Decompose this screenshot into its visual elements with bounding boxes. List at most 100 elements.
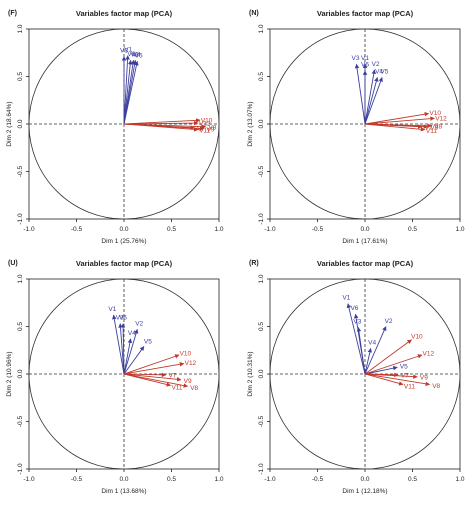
vector-arrow [364, 347, 373, 375]
vector-label: V2 [372, 61, 380, 68]
y-tick-label: 0.5 [17, 72, 24, 81]
y-tick-label: -0.5 [17, 416, 24, 428]
pca-panel: -1.0 -0.5 0.0 0.5 1.0 -1.0 -0.5 0.0 0.5 1.0 (U) Var… [6, 259, 224, 495]
x-tick-label: -0.5 [71, 226, 83, 233]
y-axis-label: Dim 2 (18.64%) [6, 101, 13, 146]
y-tick-label: -1.0 [17, 463, 24, 475]
y-axis-label: Dim 2 (13.07%) [247, 101, 254, 146]
vector-arrow [354, 63, 366, 125]
vector-label: V12 [199, 120, 211, 127]
x-tick-label: 0.0 [119, 476, 128, 483]
y-tick-label: 0.0 [17, 369, 24, 378]
vector-label: V4 [368, 339, 376, 346]
vector-label: V11 [199, 128, 210, 135]
y-axis-label: Dim 2 (10.96%) [6, 351, 13, 396]
y-tick-label: 1.0 [17, 24, 24, 33]
x-tick-label: -1.0 [264, 476, 276, 483]
x-axis-label: Dim 1 (25.76%) [101, 238, 146, 245]
x-tick-label: 0.5 [408, 226, 417, 233]
vector-arrow [123, 118, 201, 125]
vector-label: V10 [180, 350, 192, 357]
vector-label: V11 [171, 384, 182, 391]
vector-label: V11 [404, 384, 415, 391]
panel-tag: (F) [8, 10, 17, 17]
x-tick-label: 1.0 [214, 226, 223, 233]
vector-label: V6 [119, 315, 127, 322]
y-tick-label: 1.0 [258, 274, 265, 283]
x-tick-label: 1.0 [455, 476, 464, 483]
vector-label: V6 [127, 51, 135, 58]
vector-label: V5 [400, 364, 408, 371]
vector-label: V1 [361, 55, 369, 62]
pca-panel: -1.0 -0.5 0.0 0.5 1.0 -1.0 -0.5 0.0 0.5 1.0 (N) Var… [247, 9, 465, 245]
vector-arrow [364, 116, 435, 125]
x-tick-label: -0.5 [312, 226, 324, 233]
vector-label: V11 [426, 128, 437, 135]
y-tick-label: 0.0 [17, 119, 24, 128]
vector-label: V12 [423, 350, 435, 357]
x-tick-label: 0.0 [119, 226, 128, 233]
y-tick-label: -0.5 [258, 166, 265, 178]
x-tick-label: 0.5 [167, 476, 176, 483]
y-tick-label: -0.5 [258, 416, 265, 428]
vector-label: V8 [208, 125, 216, 132]
vector-label: V10 [411, 333, 423, 340]
panel-tag: (R) [249, 260, 259, 267]
vector-label: V8 [432, 383, 440, 390]
vector-arrow [123, 60, 139, 125]
vector-label: V2 [385, 318, 393, 325]
chart-title: Variables factor map (PCA) [76, 9, 173, 18]
vector-arrow [123, 120, 199, 126]
x-tick-label: 0.0 [360, 226, 369, 233]
vector-label: V1 [108, 306, 116, 313]
y-tick-label: 0.5 [258, 72, 265, 81]
vector-label: V7 [425, 125, 433, 132]
vector-arrow [364, 77, 383, 125]
vector-arrow [364, 339, 412, 375]
vector-arrow [118, 323, 125, 375]
vector-arrow [364, 123, 426, 132]
y-tick-label: 0.0 [258, 119, 265, 128]
vector-arrow [123, 338, 133, 375]
x-axis-label: Dim 1 (17.61%) [342, 238, 387, 245]
vector-label: V6 [361, 62, 369, 69]
vector-label: V9 [420, 375, 428, 382]
vector-label: V5 [380, 69, 388, 76]
y-axis-label: Dim 2 (10.31%) [247, 351, 254, 396]
vector-arrow [123, 55, 130, 125]
vector-label: V8 [190, 385, 198, 392]
y-tick-label: 0.0 [258, 369, 265, 378]
vector-label: V3 [120, 47, 128, 54]
vector-label: V7 [168, 373, 176, 380]
vector-arrow [123, 354, 180, 375]
vector-arrow [364, 111, 430, 125]
x-tick-label: -0.5 [71, 476, 83, 483]
vector-arrow [123, 59, 133, 125]
vector-label: V6 [350, 305, 358, 312]
vector-arrow [123, 372, 167, 378]
vector-arrow [112, 314, 125, 375]
vector-arrow [123, 373, 189, 388]
y-tick-label: 1.0 [258, 24, 265, 33]
vector-arrow [364, 69, 377, 125]
vector-arrow [364, 373, 404, 386]
pca-panel: -1.0 -0.5 0.0 0.5 1.0-1.0-0.50.00.51.0(F) Var… [6, 9, 224, 245]
vector-arrow [364, 373, 418, 379]
y-tick-label: 0.5 [258, 322, 265, 331]
vector-label: V2 [131, 51, 139, 58]
x-axis-label: Dim 1 (13.68%) [101, 488, 146, 495]
vector-arrow [364, 365, 398, 375]
vector-arrow [123, 362, 185, 375]
vector-label: V12 [435, 115, 447, 122]
x-tick-label: 1.0 [455, 226, 464, 233]
vector-label: V4 [133, 51, 141, 58]
chart-title: Variables factor map (PCA) [76, 259, 173, 268]
vector-arrow [346, 303, 366, 375]
vector-arrow [123, 123, 199, 132]
y-tick-label: -0.5 [17, 166, 24, 178]
vector-label: V4 [128, 330, 136, 337]
y-tick-label: -1.0 [258, 213, 265, 225]
vector-arrow [123, 328, 139, 375]
vector-label: V10 [429, 110, 441, 117]
vector-arrow [364, 326, 387, 375]
